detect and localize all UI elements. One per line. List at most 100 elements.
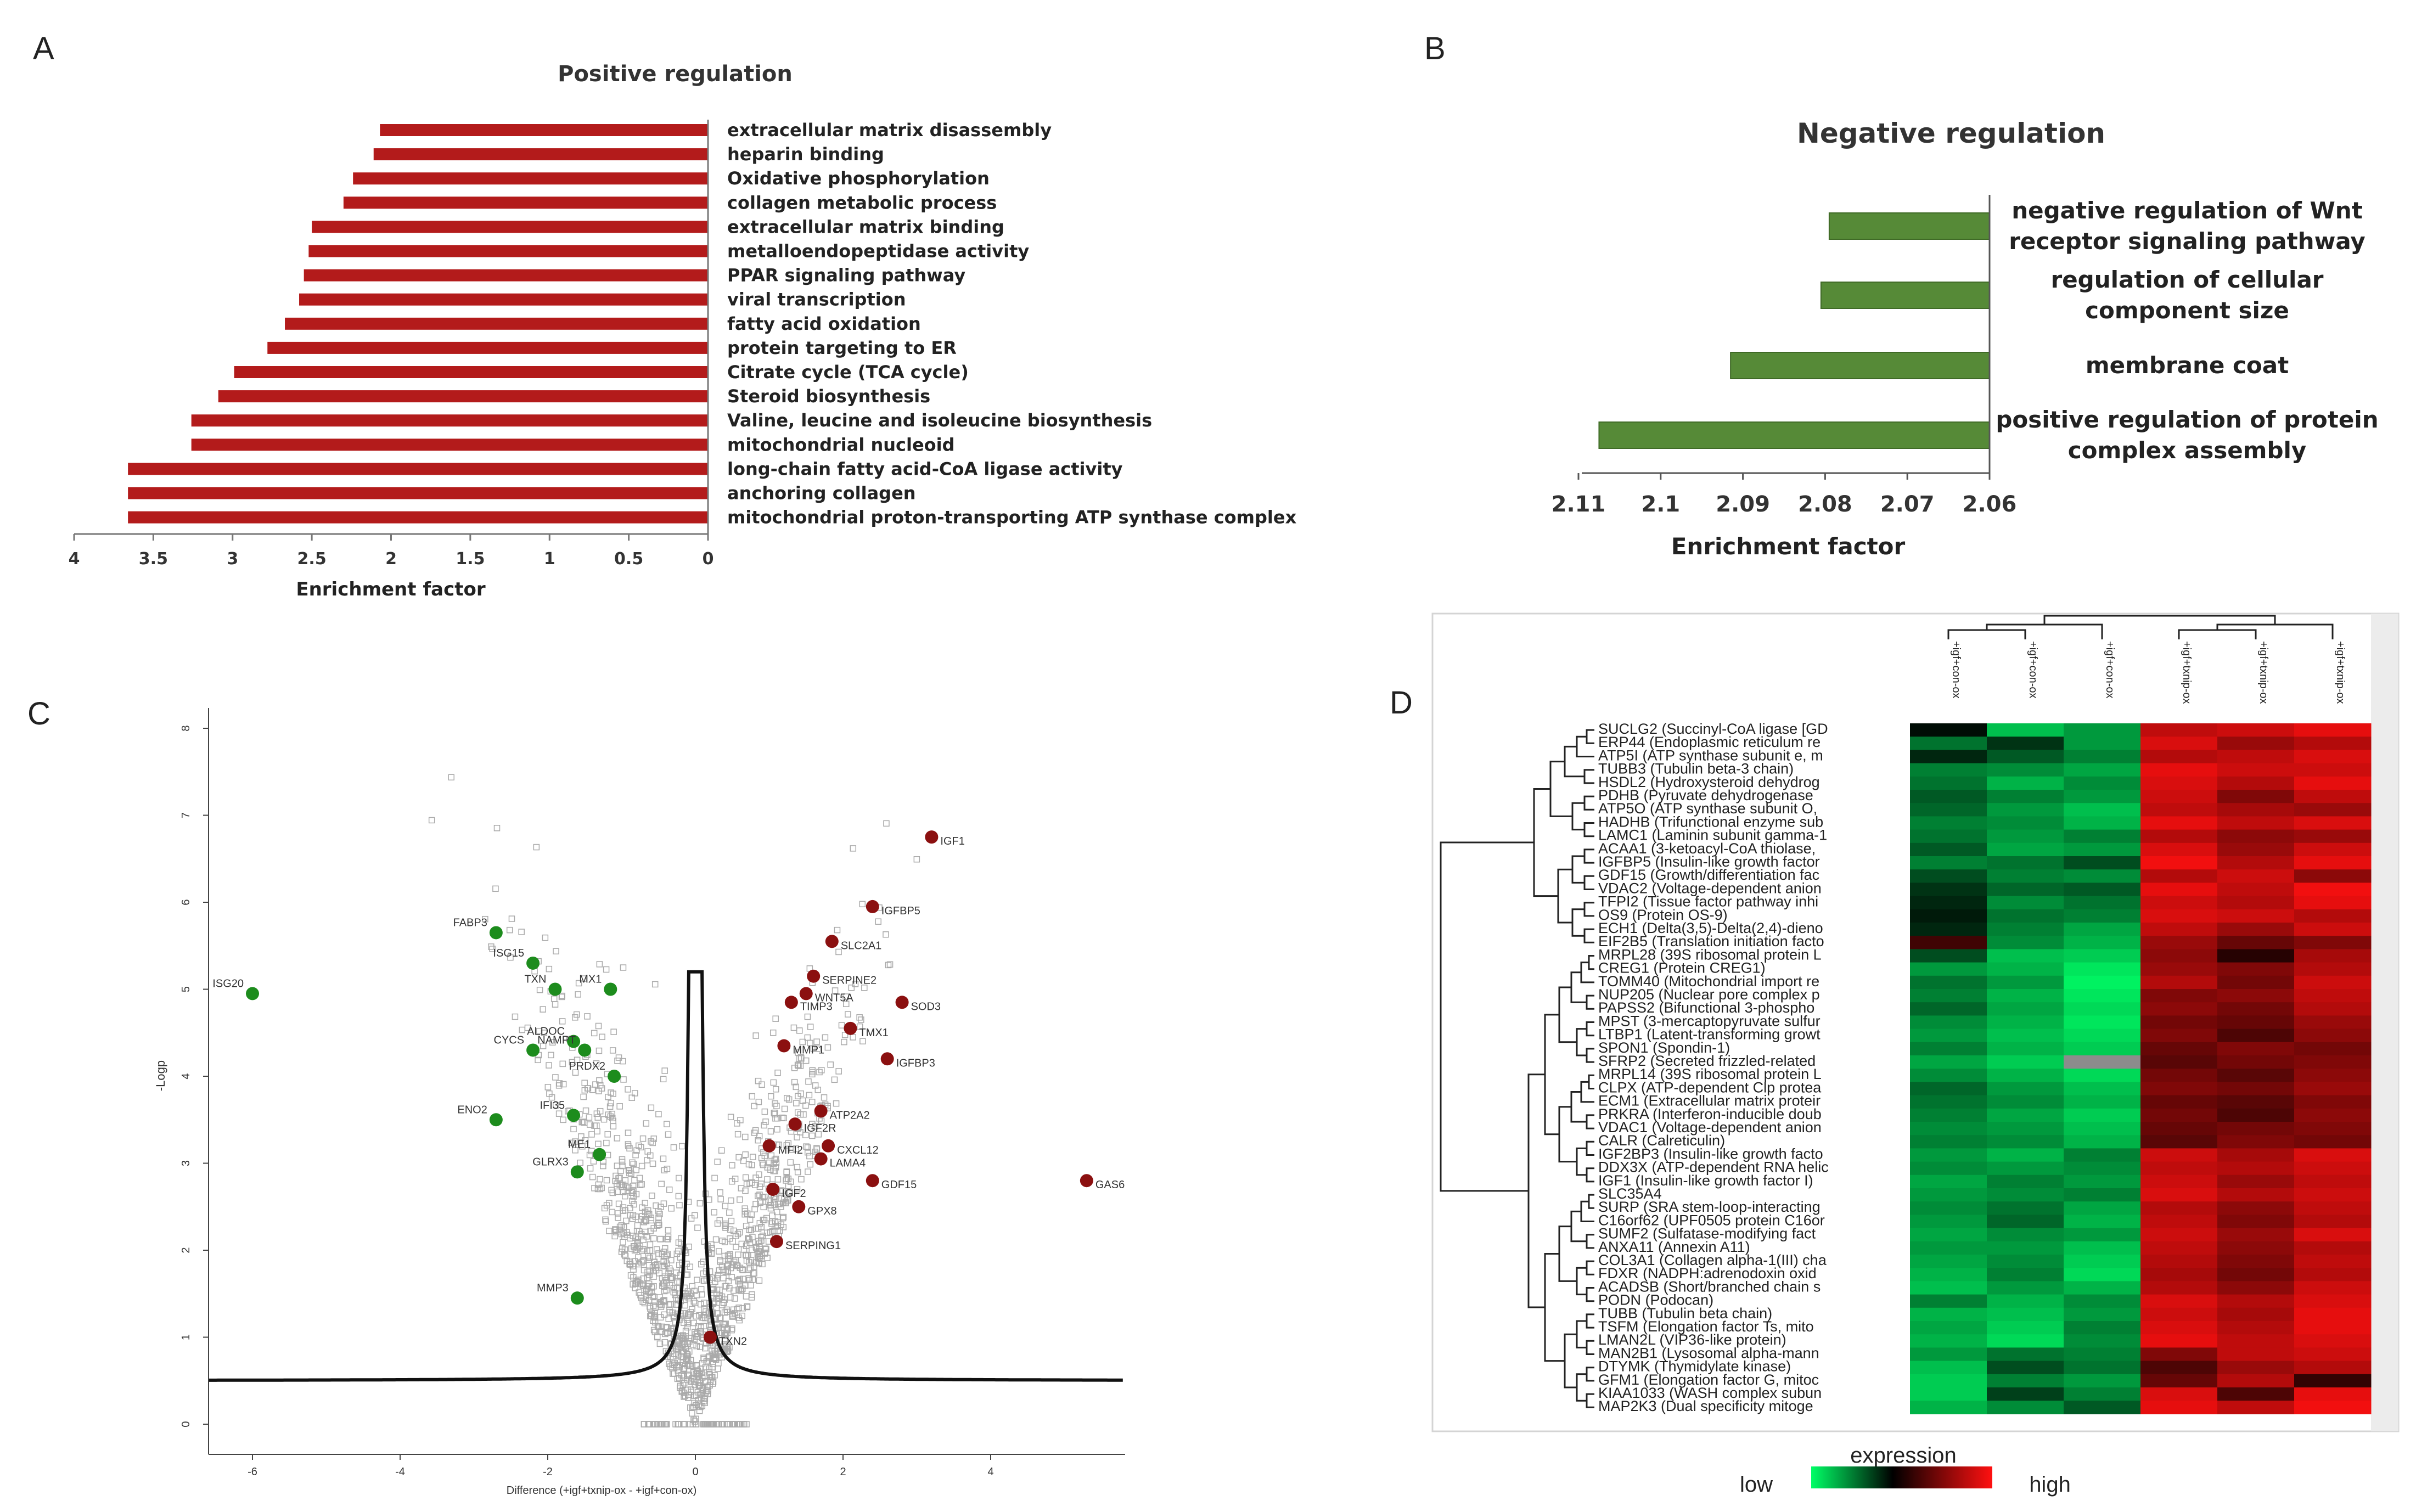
background-point [804,1149,811,1156]
background-point [745,1161,752,1168]
heatmap-cell-r41-c1 [1987,1268,2064,1281]
panel-c-volcano-plot: -6 -4 -2 0 2 4 0 1 2 3 4 5 6 7 8 IGF1 IGFBP5 SLC2A1 SERPI… [154,708,1125,1497]
down-regulated-label-11: ME1 [568,1139,591,1151]
background-point [655,1219,662,1226]
background-point [666,1301,672,1308]
heatmap-cell-r16-c4 [2217,936,2295,949]
background-point [850,1034,856,1041]
background-point [841,1032,849,1038]
background-point [769,1029,777,1036]
background-point [591,1030,598,1037]
background-point [640,1267,648,1274]
background-point [756,1244,763,1251]
background-point [582,1137,589,1144]
heatmap-cell-r6-c4 [2217,803,2295,817]
background-point [726,1209,733,1216]
up-regulated-label-4: WNT5A [815,992,854,1004]
background-point [677,1382,684,1390]
heatmap-cell-r31-c4 [2217,1135,2295,1149]
background-point [741,1211,748,1218]
background-point [651,1319,659,1326]
background-point [602,1216,609,1223]
heatmap-cell-r31-c0 [1910,1135,1987,1149]
panel-a-category-label-14: long-chain fatty acid-CoA ligase activit… [727,458,1123,479]
heatmap-cell-r22-c4 [2217,1015,2295,1030]
panel-c-x-tick-label-2: -2 [543,1466,553,1478]
heatmap-cell-r24-c2 [2064,1042,2141,1056]
panel-a-bar-1 [373,148,708,161]
heatmap-cell-r32-c4 [2217,1148,2295,1162]
heatmap-cell-r17-c2 [2064,949,2141,963]
background-point [674,1375,681,1382]
background-point [650,1253,656,1260]
background-point [759,1233,766,1239]
background-point [682,1328,689,1334]
background-point [751,1129,758,1136]
background-point [794,1168,801,1176]
background-point [650,1302,657,1309]
background-point [875,918,881,925]
heatmap-cell-r7-c1 [1987,816,2064,830]
panel-c-y-tick-label-6: 6 [180,899,192,905]
background-point [802,1057,810,1064]
down-regulated-label-12: GLRX3 [532,1156,569,1168]
heatmap-cell-r15-c2 [2064,923,2141,936]
background-point [614,1058,621,1064]
heatmap-cell-r12-c3 [2140,883,2218,897]
background-point [650,1421,657,1427]
background-point [647,1289,653,1296]
heatmap-cell-r17-c5 [2294,949,2372,963]
heatmap-column-label-1: +igf+con-ox [2027,641,2039,699]
background-point [634,1279,641,1285]
background-point [756,1260,762,1267]
heatmap-cell-r3-c3 [2140,763,2218,777]
background-point [665,1233,672,1240]
heatmap-cell-r45-c3 [2140,1321,2218,1335]
panel-a-tick-label-1: 3.5 [139,549,168,569]
heatmap-cell-r44-c5 [2294,1307,2372,1322]
background-point [665,1227,672,1234]
background-point [634,1236,642,1243]
background-point [633,1278,640,1285]
heatmap-cell-r43-c4 [2217,1294,2295,1308]
background-point [744,1303,750,1311]
background-point [756,1183,763,1190]
background-point [809,1121,816,1127]
heatmap-cell-r28-c2 [2064,1095,2141,1109]
background-point [786,1189,793,1196]
up-regulated-label-17: IGF2 [782,1188,806,1200]
background-point [647,1247,653,1254]
background-point [675,1421,682,1427]
heatmap-row-label-47: MAN2B1 (Lysosomal alpha-mann [1598,1345,1819,1361]
background-point [739,1266,746,1273]
background-point [690,1319,697,1326]
panel-a-category-label-12: Valine, leucine and isoleucine biosynthe… [727,410,1152,431]
background-point [834,926,841,934]
background-point [763,1215,770,1222]
background-point [595,1088,602,1094]
background-point [789,1146,796,1153]
heatmap-cell-r36-c5 [2294,1201,2372,1215]
background-point [642,1217,649,1223]
heatmap-cell-r28-c5 [2294,1095,2372,1109]
background-point [712,1278,718,1285]
background-point [605,1093,611,1100]
heatmap-cell-r26-c5 [2294,1069,2372,1082]
background-point [654,1261,661,1268]
heatmap-cell-r41-c5 [2294,1268,2372,1281]
background-point [659,1282,666,1289]
heatmap-cell-r12-c5 [2294,883,2372,897]
heatmap-cell-r32-c1 [1987,1148,2064,1162]
background-point [772,1015,779,1022]
heatmap-cell-r12-c0 [1910,883,1987,897]
background-point [793,1083,800,1091]
panel-a-x-axis-label: Enrichment factor [296,578,485,600]
heatmap-cell-r34-c3 [2140,1174,2218,1189]
heatmap-cell-r36-c2 [2064,1201,2141,1215]
background-point [783,1168,790,1175]
background-point [667,1274,674,1281]
background-point [701,1306,707,1313]
background-point [720,1300,727,1306]
background-point [683,1357,689,1364]
heatmap-row-label-31: CALR (Calreticulin) [1598,1132,1725,1149]
